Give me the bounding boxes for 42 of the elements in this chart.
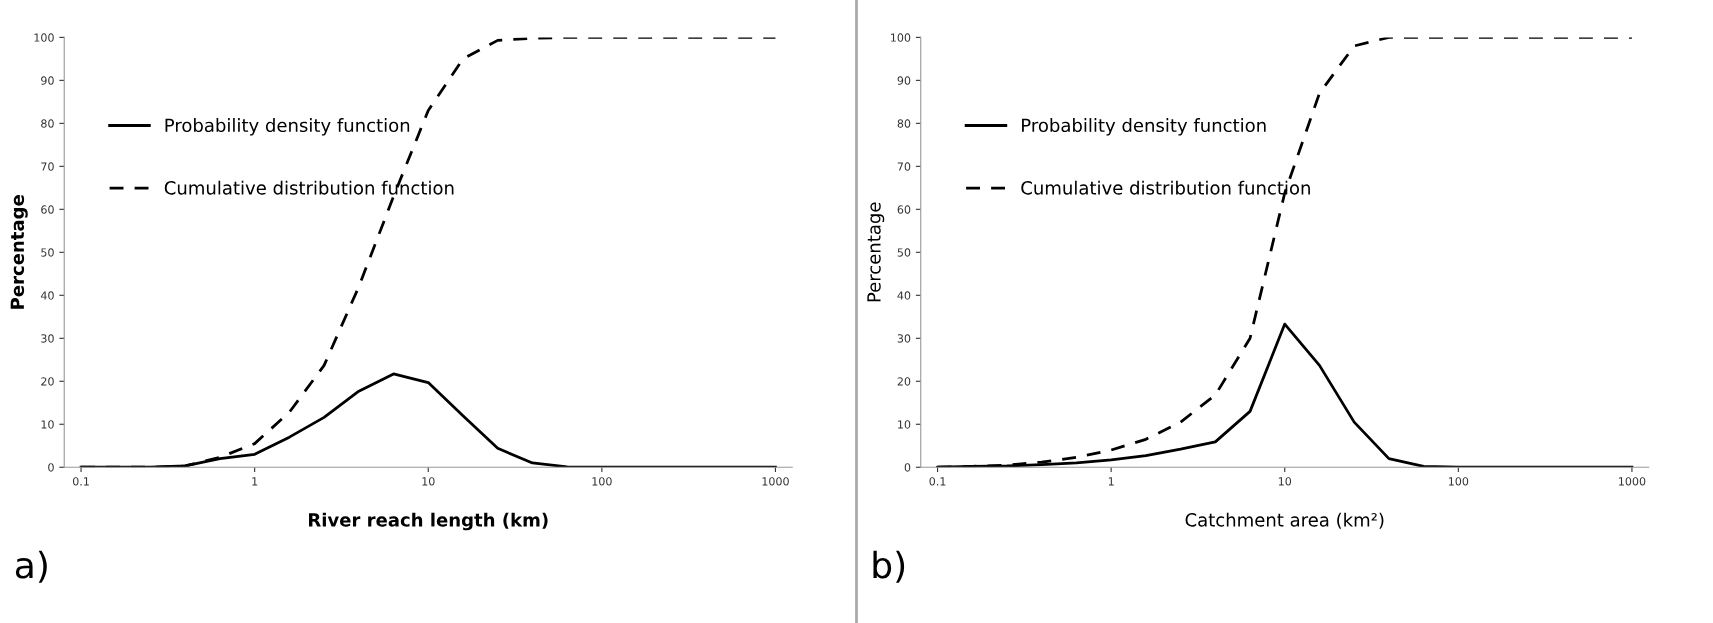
y-tick-label: 60: [41, 205, 54, 214]
y-tick-label: 20: [897, 377, 911, 386]
x-tick-label: 10: [1278, 477, 1292, 486]
y-tick-label: 50: [897, 248, 911, 257]
x-tick-label: 100: [592, 477, 612, 486]
y-tick-label: 40: [897, 291, 911, 300]
y-tick-label: 10: [41, 420, 54, 429]
y-tick-label: 10: [898, 420, 911, 429]
y-tick-label: 70: [41, 162, 54, 171]
y-tick-label: 40: [40, 291, 54, 300]
x-tick-label: 100: [1448, 477, 1469, 486]
x-tick-label: 0.1: [72, 477, 89, 486]
x-tick-label: 10: [422, 477, 435, 486]
x-axis-title: River reach length (km): [309, 512, 548, 531]
y-tick-label: 80: [897, 119, 911, 128]
legend-label: Probability density function: [1022, 118, 1266, 136]
y-tick-label: 50: [41, 248, 54, 257]
x-tick-label: 1000: [1619, 477, 1646, 486]
y-tick-label: 0: [904, 463, 911, 472]
y-tick-label: 30: [41, 334, 54, 343]
y-tick-label: 100: [34, 33, 54, 42]
y-tick-label: 20: [41, 377, 54, 386]
text: b): [873, 550, 905, 583]
x-tick-label: 1000: [762, 477, 789, 486]
y-tick-label: 60: [897, 205, 911, 214]
y-tick-label: 90: [897, 76, 911, 85]
y-tick-label: 90: [41, 76, 54, 85]
y-tick-label: 100: [891, 33, 911, 42]
y-axis-title: Percentage: [867, 202, 885, 302]
y-tick-label: 70: [897, 162, 911, 171]
y-tick-label: 0: [48, 463, 54, 472]
text: a): [15, 550, 47, 583]
y-axis-title: Percentage: [10, 195, 28, 309]
legend-label: Cumulative distribution function: [1021, 180, 1310, 195]
x-tick-label: 1: [1108, 477, 1114, 486]
legend-label: Probability density function: [165, 118, 410, 136]
x-tick-label: 0.1: [929, 477, 946, 486]
y-tick-label: 30: [897, 334, 911, 343]
y-tick-label: 80: [41, 119, 54, 128]
legend-label: Cumulative distribution function: [164, 180, 454, 195]
x-axis-title: Catchment area (km²): [1185, 512, 1384, 529]
x-tick-label: 1: [252, 477, 258, 486]
